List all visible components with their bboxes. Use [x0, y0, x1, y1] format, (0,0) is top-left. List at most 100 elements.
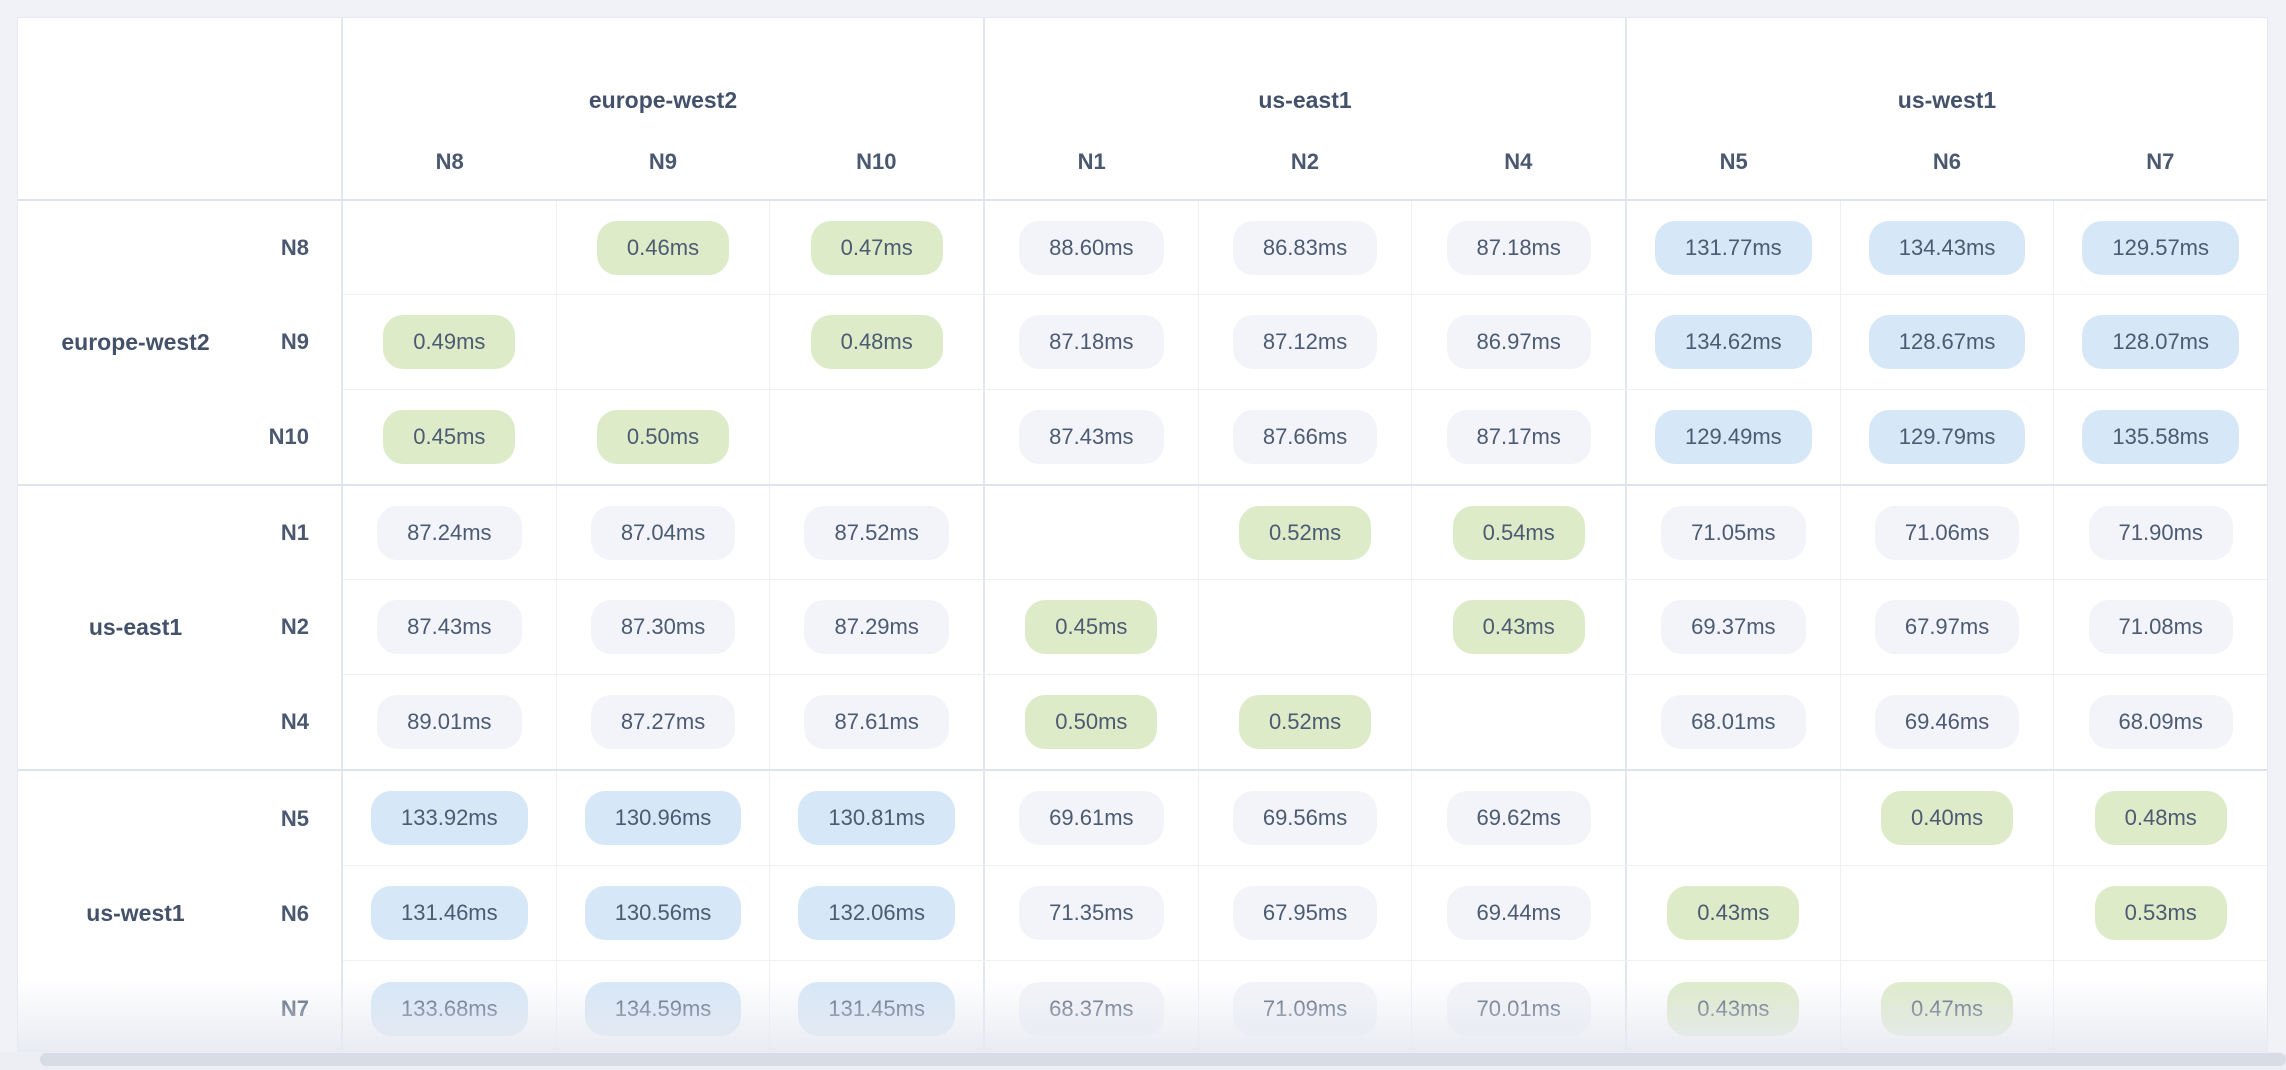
latency-pill: 87.61ms — [804, 694, 949, 749]
latency-pill: 87.52ms — [804, 505, 949, 560]
latency-pill: 87.43ms — [1019, 409, 1164, 464]
latency-cell — [1627, 771, 1841, 865]
latency-pill: 69.37ms — [1661, 599, 1806, 654]
latency-cell: 68.09ms — [2054, 675, 2267, 769]
node-row-labels: N5 N6 N7 — [219, 771, 309, 1051]
node-row-label-N9: N9 — [280, 329, 309, 355]
latency-pill: 71.08ms — [2088, 599, 2233, 654]
latency-cell: 69.37ms — [1627, 580, 1841, 674]
latency-pill: 69.46ms — [1874, 694, 2020, 749]
latency-pill: 0.49ms — [383, 314, 516, 369]
latency-cell: 131.77ms — [1627, 201, 1841, 295]
row-group-header: us-east1 N1 N2 N4 — [18, 486, 343, 769]
node-column-row: N5 N6 N7 — [1627, 124, 2267, 199]
latency-cell: 132.06ms — [770, 866, 986, 960]
latency-pill: 0.52ms — [1238, 505, 1372, 560]
latency-cell: 68.01ms — [1627, 674, 1841, 769]
matrix-body: europe-west2 N8 N9 N10 0.46ms 0.47ms 88.60ms 86… — [18, 201, 2267, 1051]
node-row-label-N8: N8 — [280, 235, 309, 261]
node-column-row: N1 N2 N4 — [985, 124, 1625, 199]
row-group-us-east1: us-east1 N1 N2 N4 87.24ms 87.04ms 87.52ms 0.52m… — [18, 486, 2267, 771]
latency-pill: 87.18ms — [1446, 220, 1591, 275]
latency-row-N2: 87.43ms 87.30ms 87.29ms 0.45ms 0.43ms 69.37ms… — [343, 580, 2267, 675]
latency-cell: 131.46ms — [343, 866, 557, 960]
latency-cell: 0.46ms — [557, 201, 771, 295]
latency-pill: 129.79ms — [1868, 409, 2026, 464]
latency-cell: 67.97ms — [1841, 580, 2055, 674]
horizontal-scrollbar-thumb[interactable] — [40, 1053, 2286, 1066]
latency-cell — [343, 201, 557, 295]
latency-cell: 0.49ms — [343, 295, 557, 389]
latency-pill: 0.40ms — [1880, 791, 2014, 845]
region-column-label: us-east1 — [1258, 87, 1352, 113]
latency-pill: 0.52ms — [1238, 694, 1372, 749]
latency-cell: 0.52ms — [1199, 674, 1413, 769]
node-row-label-N7: N7 — [280, 995, 309, 1021]
latency-pill: 133.68ms — [371, 981, 528, 1036]
latency-cell: 87.29ms — [770, 580, 986, 674]
latency-cell: 67.95ms — [1199, 866, 1413, 960]
latency-cell: 69.61ms — [985, 771, 1199, 865]
node-column-label-N10: N10 — [856, 148, 897, 174]
latency-cell: 131.45ms — [770, 961, 986, 1051]
latency-pill: 133.92ms — [371, 791, 528, 845]
latency-cell: 0.43ms — [1412, 580, 1628, 674]
latency-row-N10: 0.45ms 0.50ms 87.43ms 87.66ms 87.17ms 129.49m… — [343, 389, 2267, 484]
latency-pill: 0.43ms — [1667, 886, 1800, 940]
latency-pill: 130.56ms — [584, 886, 742, 940]
latency-cell: 0.50ms — [557, 389, 771, 484]
latency-pill: 87.12ms — [1232, 314, 1378, 369]
node-row-label-N5: N5 — [280, 805, 309, 831]
latency-pill: 0.45ms — [383, 409, 516, 464]
node-column-label-N6: N6 — [1932, 148, 1962, 174]
latency-cell: 87.66ms — [1199, 389, 1413, 484]
row-group-europe-west2: europe-west2 N8 N9 N10 0.46ms 0.47ms 88.60ms 86… — [18, 201, 2267, 486]
row-group-us-west1: us-west1 N5 N6 N7 133.92ms 130.96ms 130.81ms 69… — [18, 771, 2267, 1051]
latency-pill: 68.01ms — [1661, 694, 1806, 749]
latency-pill: 129.49ms — [1655, 409, 1812, 464]
region-row-label: us-west1 — [86, 900, 185, 926]
latency-pill: 130.96ms — [584, 791, 742, 845]
latency-cell: 130.96ms — [557, 771, 771, 865]
latency-cell: 69.44ms — [1412, 866, 1628, 960]
node-row-label-N1: N1 — [280, 520, 309, 546]
column-group-europe-west2: europe-west2 N8 N9 N10 — [343, 18, 985, 199]
latency-pill: 71.35ms — [1019, 886, 1164, 940]
latency-cell — [557, 295, 771, 389]
latency-cell: 71.08ms — [2054, 580, 2267, 673]
latency-cell: 86.97ms — [1412, 295, 1628, 389]
latency-cell: 0.43ms — [1627, 961, 1841, 1051]
latency-cell: 0.48ms — [2054, 771, 2267, 865]
latency-cell: 87.12ms — [1199, 295, 1413, 389]
latency-cell: 0.54ms — [1412, 486, 1628, 580]
latency-pill: 71.90ms — [2088, 505, 2233, 560]
row-cells: 133.92ms 130.96ms 130.81ms 69.61ms 69.56ms 69… — [343, 771, 2267, 1051]
latency-cell — [1199, 580, 1413, 674]
latency-cell: 133.92ms — [343, 771, 557, 865]
latency-pill: 86.83ms — [1232, 220, 1378, 275]
row-cells: 87.24ms 87.04ms 87.52ms 0.52ms 0.54ms 71.05ms… — [343, 486, 2267, 769]
latency-cell: 130.56ms — [557, 866, 771, 960]
latency-cell: 0.40ms — [1841, 771, 2055, 865]
latency-cell: 68.37ms — [985, 961, 1199, 1051]
latency-pill: 0.43ms — [1452, 599, 1585, 654]
latency-pill: 70.01ms — [1446, 981, 1591, 1036]
latency-pill: 135.58ms — [2082, 409, 2240, 464]
latency-cell: 0.47ms — [770, 201, 986, 295]
latency-cell: 0.52ms — [1199, 486, 1413, 580]
latency-pill: 0.48ms — [2094, 791, 2227, 845]
latency-cell — [1841, 866, 2055, 960]
latency-cell: 87.43ms — [985, 389, 1199, 484]
latency-row-N8: 0.46ms 0.47ms 88.60ms 86.83ms 87.18ms 131.77m… — [343, 201, 2267, 296]
latency-cell: 87.30ms — [557, 580, 771, 674]
column-group-us-east1: us-east1 N1 N2 N4 — [985, 18, 1627, 199]
latency-cell: 87.24ms — [343, 486, 557, 580]
latency-cell — [770, 389, 986, 484]
latency-cell: 0.53ms — [2054, 866, 2267, 960]
latency-pill: 132.06ms — [798, 886, 955, 940]
latency-cell: 87.52ms — [770, 486, 986, 580]
latency-pill: 67.97ms — [1874, 599, 2020, 654]
latency-cell: 133.68ms — [343, 961, 557, 1051]
latency-cell: 86.83ms — [1199, 201, 1413, 295]
latency-pill: 87.27ms — [590, 694, 736, 749]
